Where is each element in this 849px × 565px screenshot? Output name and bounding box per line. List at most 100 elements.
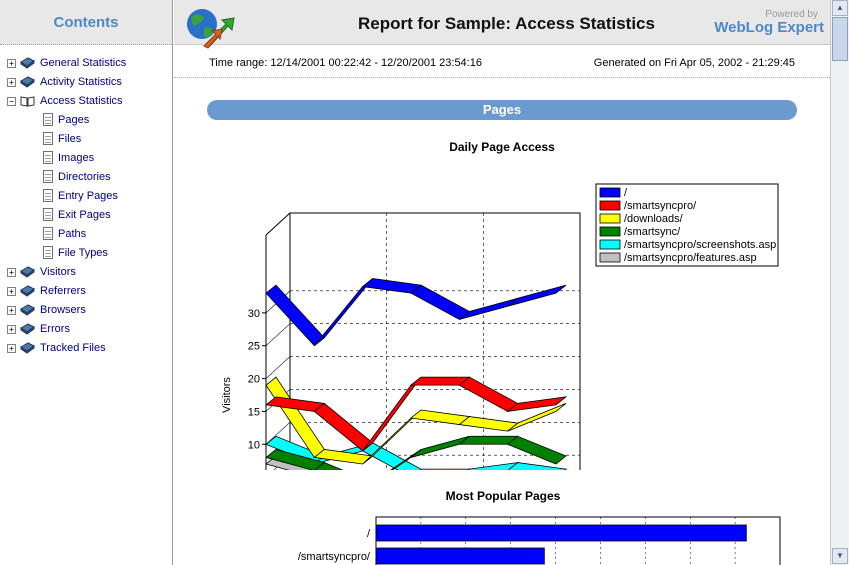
series-segment — [506, 396, 568, 413]
tree-expander-icon[interactable]: + — [7, 268, 16, 277]
page-icon — [43, 246, 53, 259]
series-segment — [507, 462, 567, 470]
series-smartsync — [265, 435, 567, 470]
scroll-thumb[interactable] — [832, 17, 848, 61]
tree-item-label[interactable]: Referrers — [40, 285, 86, 297]
tree-item-errors[interactable]: + Errors — [0, 320, 172, 339]
series-segment — [314, 462, 344, 470]
book-icon — [20, 285, 35, 297]
tree-expander-icon[interactable]: + — [7, 325, 16, 334]
bar-category-label: /smartsyncpro/ — [298, 551, 371, 563]
series-segment — [506, 435, 567, 465]
book-icon — [20, 57, 35, 69]
book-icon — [20, 342, 35, 354]
tree-subitem-files[interactable]: Files — [0, 130, 172, 149]
tree-item-general-statistics[interactable]: + General Statistics — [0, 54, 172, 73]
tree-item-label[interactable]: Activity Statistics — [40, 76, 122, 88]
chart-title: Most Popular Pages — [446, 489, 561, 503]
legend-swatch — [599, 213, 621, 224]
open-book-icon — [20, 96, 35, 107]
legend-entry: /downloads/ — [624, 213, 684, 225]
tree-item-access-statistics[interactable]: − Access Statistics — [0, 92, 172, 111]
grid-depth-line — [265, 356, 291, 379]
page-icon — [43, 132, 53, 145]
tree-item-label[interactable]: Browsers — [40, 304, 86, 316]
tree-subitem-label[interactable]: Entry Pages — [58, 190, 118, 202]
y-tick-label: 10 — [248, 439, 260, 451]
tree-subitem-label[interactable]: Files — [58, 133, 82, 145]
daily-page-access-chart: Daily Page Access05101520253012/14/20011… — [221, 140, 779, 470]
book-icon — [20, 304, 35, 316]
book-icon — [20, 76, 35, 88]
y-tick-label: 20 — [248, 374, 260, 386]
legend-swatch — [599, 187, 621, 198]
chart-legend — [595, 183, 779, 267]
tree-item-activity-statistics[interactable]: + Activity Statistics — [0, 73, 172, 92]
tree-expander-icon[interactable]: + — [7, 78, 16, 87]
tree-expander-icon[interactable]: + — [7, 344, 16, 353]
legend-swatch — [599, 200, 621, 211]
tree-subitem-images[interactable]: Images — [0, 149, 172, 168]
book-icon — [20, 266, 35, 278]
tree-subitem-file-types[interactable]: File Types — [0, 244, 172, 263]
tree-item-label[interactable]: Access Statistics — [40, 95, 123, 107]
tree-subitem-label[interactable]: Paths — [58, 228, 87, 240]
page-icon — [43, 170, 53, 183]
tree-subitem-pages[interactable]: Pages — [0, 111, 172, 130]
tree-subitem-label[interactable]: File Types — [58, 247, 108, 259]
legend-swatch — [599, 252, 621, 263]
tree-item-label[interactable]: Errors — [40, 323, 70, 335]
tree-item-referrers[interactable]: + Referrers — [0, 282, 172, 301]
contents-sidebar: Contents + General Statistics + Activity St… — [0, 0, 173, 565]
weblog-expert-brand[interactable]: WebLog Expert — [714, 19, 824, 36]
report-frame: Report for Sample: Access Statistics Pow… — [174, 0, 830, 565]
bar-category-label: / — [367, 528, 371, 540]
tree-expander-icon[interactable]: + — [7, 306, 16, 315]
legend-swatch — [599, 239, 621, 250]
book-icon — [20, 323, 35, 335]
page-icon — [43, 208, 53, 221]
tree-item-visitors[interactable]: + Visitors — [0, 263, 172, 282]
tree-subitem-label[interactable]: Directories — [58, 171, 111, 183]
time-range: Time range: 12/14/2001 00:22:42 - 12/20/… — [209, 57, 482, 69]
grid-depth-line — [265, 323, 291, 346]
tree-item-tracked-files[interactable]: + Tracked Files — [0, 339, 172, 358]
scroll-down-arrow-icon[interactable]: ▼ — [832, 548, 848, 564]
tree-subitem-label[interactable]: Exit Pages — [58, 209, 111, 221]
tree-subitem-paths[interactable]: Paths — [0, 225, 172, 244]
y-tick-label: 15 — [248, 406, 260, 418]
tree-item-label[interactable]: General Statistics — [40, 57, 127, 69]
tree-expander-icon[interactable]: + — [7, 59, 16, 68]
tree-item-label[interactable]: Tracked Files — [40, 342, 106, 354]
most-popular-pages-chart: Most Popular Pages / /smartsyncpro/ — [298, 489, 781, 565]
bar — [375, 547, 545, 565]
legend-entry: / — [624, 187, 628, 199]
tree-subitem-label[interactable]: Pages — [58, 114, 90, 126]
tree-expander-icon[interactable]: + — [7, 287, 16, 296]
legend-swatch — [599, 226, 621, 237]
vertical-scrollbar[interactable]: ▲ ▼ — [830, 0, 849, 565]
tree-item-browsers[interactable]: + Browsers — [0, 301, 172, 320]
legend-entry: /smartsync/ — [624, 226, 681, 238]
tree-subitem-exit-pages[interactable]: Exit Pages — [0, 206, 172, 225]
chart-title: Daily Page Access — [449, 140, 555, 154]
y-tick-label: 25 — [248, 341, 260, 353]
page-icon — [43, 227, 53, 240]
series- — [265, 278, 567, 347]
tree-subitem-entry-pages[interactable]: Entry Pages — [0, 187, 172, 206]
tree-subitem-directories[interactable]: Directories — [0, 168, 172, 187]
chart-back-wall — [289, 212, 581, 470]
tree-subitem-label[interactable]: Images — [58, 152, 95, 164]
page-icon — [43, 113, 53, 126]
bar — [375, 524, 747, 542]
tree-expander-icon[interactable]: − — [7, 97, 16, 106]
y-axis-depth-line — [265, 212, 291, 236]
legend-entry: /smartsyncpro/screenshots.asp — [624, 239, 776, 251]
tree-item-label[interactable]: Visitors — [40, 266, 76, 278]
header-divider — [174, 77, 830, 78]
legend-entry: /smartsyncpro/features.asp — [624, 252, 757, 264]
scroll-up-arrow-icon[interactable]: ▲ — [832, 0, 848, 16]
contents-title: Contents — [53, 13, 119, 31]
contents-tree: + General Statistics + Activity Statistics −… — [0, 54, 172, 358]
report-header: Report for Sample: Access Statistics Pow… — [174, 0, 830, 49]
